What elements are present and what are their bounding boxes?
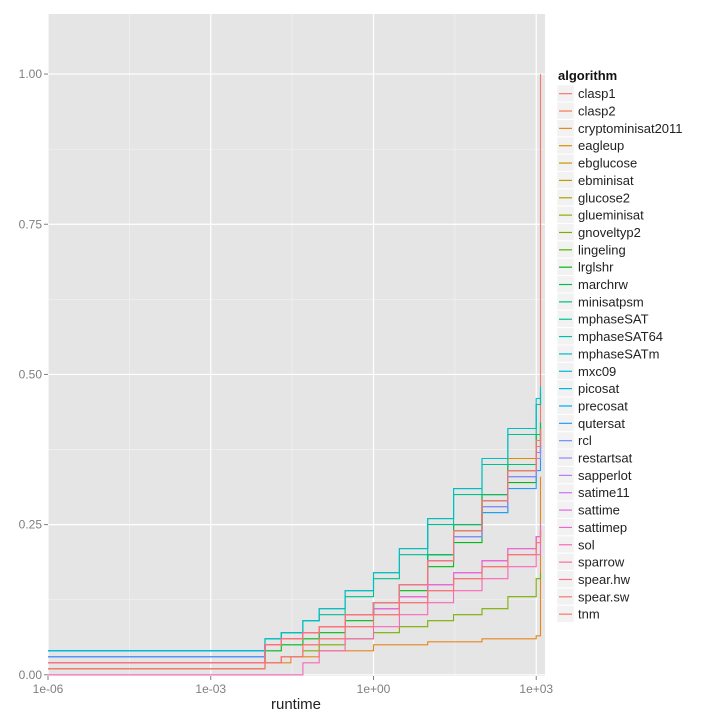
legend-label: lingeling xyxy=(578,242,626,257)
y-tick-label: 1.00 xyxy=(19,67,43,81)
plot-panel xyxy=(48,14,545,676)
legend-label: glucose2 xyxy=(578,190,630,205)
series-lines xyxy=(48,74,542,676)
legend-label: sol xyxy=(578,537,595,552)
y-tick-label: 0.25 xyxy=(19,518,43,532)
x-tick-label: 1e+03 xyxy=(519,682,553,696)
legend: algorithm clasp1 clasp2 cryptominisat2011 e… xyxy=(556,68,683,623)
legend-label: mphaseSAT xyxy=(578,312,649,327)
legend-label: gnoveltyp2 xyxy=(578,225,641,240)
x-tick-label: 1e+00 xyxy=(357,682,391,696)
legend-label: sattime xyxy=(578,503,620,518)
legend-label: restartsat xyxy=(578,451,633,466)
y-tick-label: 0.50 xyxy=(19,367,43,381)
legend-label: clasp1 xyxy=(578,86,616,101)
legend-label: qutersat xyxy=(578,416,625,431)
legend-label: minisatpsm xyxy=(578,294,644,309)
legend-label: mxc09 xyxy=(578,364,616,379)
legend-title: algorithm xyxy=(558,68,617,83)
x-tick-label: 1e-03 xyxy=(195,682,226,696)
series-line-tnm xyxy=(48,530,542,670)
legend-label: marchrw xyxy=(578,277,628,292)
legend-label: rcl xyxy=(578,433,592,448)
legend-label: satime11 xyxy=(578,485,630,500)
legend-label: mphaseSATm xyxy=(578,346,659,361)
legend-label: picosat xyxy=(578,381,620,396)
legend-label: glueminisat xyxy=(578,208,644,223)
legend-label: sapperlot xyxy=(578,468,632,483)
legend-label: cryptominisat2011 xyxy=(578,121,683,136)
x-tick-label: 1e-06 xyxy=(33,682,64,696)
y-axis: 0.00 0.25 0.50 0.75 1.00 xyxy=(19,67,48,682)
y-tick-label: 0.75 xyxy=(19,217,43,231)
legend-label: spear.hw xyxy=(578,572,631,587)
series-line-cryptominisat2011 xyxy=(48,476,542,670)
legend-label: eagleup xyxy=(578,138,624,153)
legend-label: lrglshr xyxy=(578,260,614,275)
grid-lines xyxy=(47,14,545,676)
legend-label: precosat xyxy=(578,398,628,413)
y-tick-label: 0.00 xyxy=(19,668,43,682)
legend-label: sparrow xyxy=(578,555,625,570)
legend-label: sattimep xyxy=(578,520,627,535)
legend-label: mphaseSAT64 xyxy=(578,329,663,344)
legend-label: tnm xyxy=(578,607,600,622)
legend-label: ebglucose xyxy=(578,156,637,171)
legend-label: clasp2 xyxy=(578,104,616,119)
legend-label: spear.sw xyxy=(578,589,630,604)
x-axis-title: runtime xyxy=(271,696,321,713)
legend-label: ebminisat xyxy=(578,173,634,188)
x-axis: 1e-06 1e-03 1e+00 1e+03 xyxy=(33,676,553,696)
series-line-mphaseSATm xyxy=(48,386,542,652)
